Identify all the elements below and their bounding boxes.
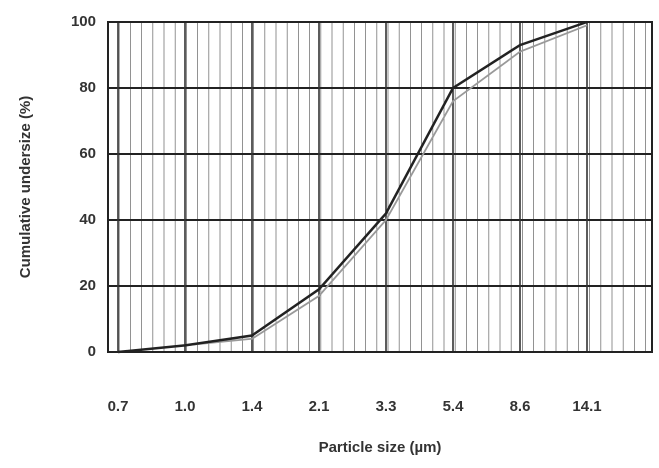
x-tick-label: 8.6: [510, 398, 531, 415]
x-axis-label: Particle size (µm): [319, 439, 442, 456]
y-axis-label: Cumulative undersize (%): [17, 96, 34, 279]
plot-frame: [107, 21, 653, 353]
x-tick-label: 1.0: [175, 398, 196, 415]
y-tick-label: 40: [79, 211, 96, 228]
y-tick-label: 20: [79, 277, 96, 294]
x-tick-label: 5.4: [443, 398, 465, 415]
data-line: [117, 24, 588, 353]
data-line: [117, 20, 588, 354]
x-tick-label: 14.1: [572, 398, 601, 415]
y-tick-label: 0: [88, 343, 96, 360]
x-tick-label: 3.3: [376, 398, 397, 415]
y-tick-label: 60: [79, 145, 96, 162]
x-tick-label: 0.7: [108, 398, 129, 415]
x-tick-label: 2.1: [309, 398, 330, 415]
y-tick-label: 100: [71, 13, 96, 30]
x-tick-label: 1.4: [242, 398, 264, 415]
y-tick-label: 80: [79, 79, 96, 96]
